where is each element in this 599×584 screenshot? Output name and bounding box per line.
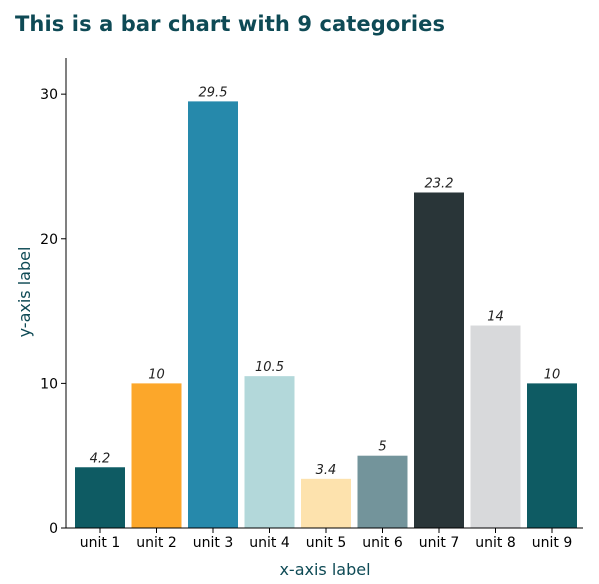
x-tick-label-6: unit 6 bbox=[362, 535, 403, 551]
x-tick-label-1: unit 1 bbox=[80, 535, 120, 551]
bar-6 bbox=[357, 455, 408, 528]
x-axis: unit 1 unit 2 unit 3 unit 4 unit 5 unit 6 unit… bbox=[66, 527, 583, 551]
bar-1 bbox=[75, 467, 125, 528]
bar-4 bbox=[244, 376, 295, 528]
x-tick-label-8: unit 8 bbox=[475, 535, 515, 551]
x-axis-title: x-axis label bbox=[279, 560, 370, 579]
y-axis: 0 10 20 30 bbox=[40, 58, 67, 537]
bar-8 bbox=[470, 325, 521, 528]
y-axis-title: y-axis label bbox=[15, 247, 34, 338]
bar-9 bbox=[527, 383, 577, 528]
y-tick-label-30: 30 bbox=[40, 87, 58, 103]
data-labels-group: 4.2 10 29.5 10.5 3.4 5 23.2 14 10 bbox=[90, 85, 561, 477]
y-tick-label-10: 10 bbox=[40, 376, 58, 392]
data-label-4: 10.5 bbox=[255, 360, 284, 375]
bar-2 bbox=[131, 383, 182, 528]
data-label-1: 4.2 bbox=[90, 451, 111, 466]
data-label-5: 3.4 bbox=[316, 463, 337, 478]
x-tick-label-4: unit 4 bbox=[249, 535, 290, 551]
data-label-3: 29.5 bbox=[199, 85, 228, 100]
chart-title: This is a bar chart with 9 categories bbox=[15, 12, 446, 36]
bars-group bbox=[75, 101, 577, 528]
x-tick-label-2: unit 2 bbox=[136, 535, 176, 551]
data-label-2: 10 bbox=[148, 367, 165, 382]
x-tick-label-7: unit 7 bbox=[419, 535, 459, 551]
data-label-8: 14 bbox=[487, 310, 504, 325]
data-label-7: 23.2 bbox=[425, 176, 454, 191]
bar-3 bbox=[188, 101, 238, 528]
data-label-9: 10 bbox=[544, 367, 561, 382]
x-tick-label-9: unit 9 bbox=[532, 535, 572, 551]
x-tick-label-5: unit 5 bbox=[306, 535, 346, 551]
x-tick-label-3: unit 3 bbox=[193, 535, 233, 551]
data-label-6: 5 bbox=[378, 440, 386, 455]
y-tick-label-20: 20 bbox=[40, 232, 58, 248]
y-tick-label-0: 0 bbox=[49, 521, 58, 537]
bar-5 bbox=[301, 478, 351, 528]
bar-7 bbox=[414, 192, 464, 528]
